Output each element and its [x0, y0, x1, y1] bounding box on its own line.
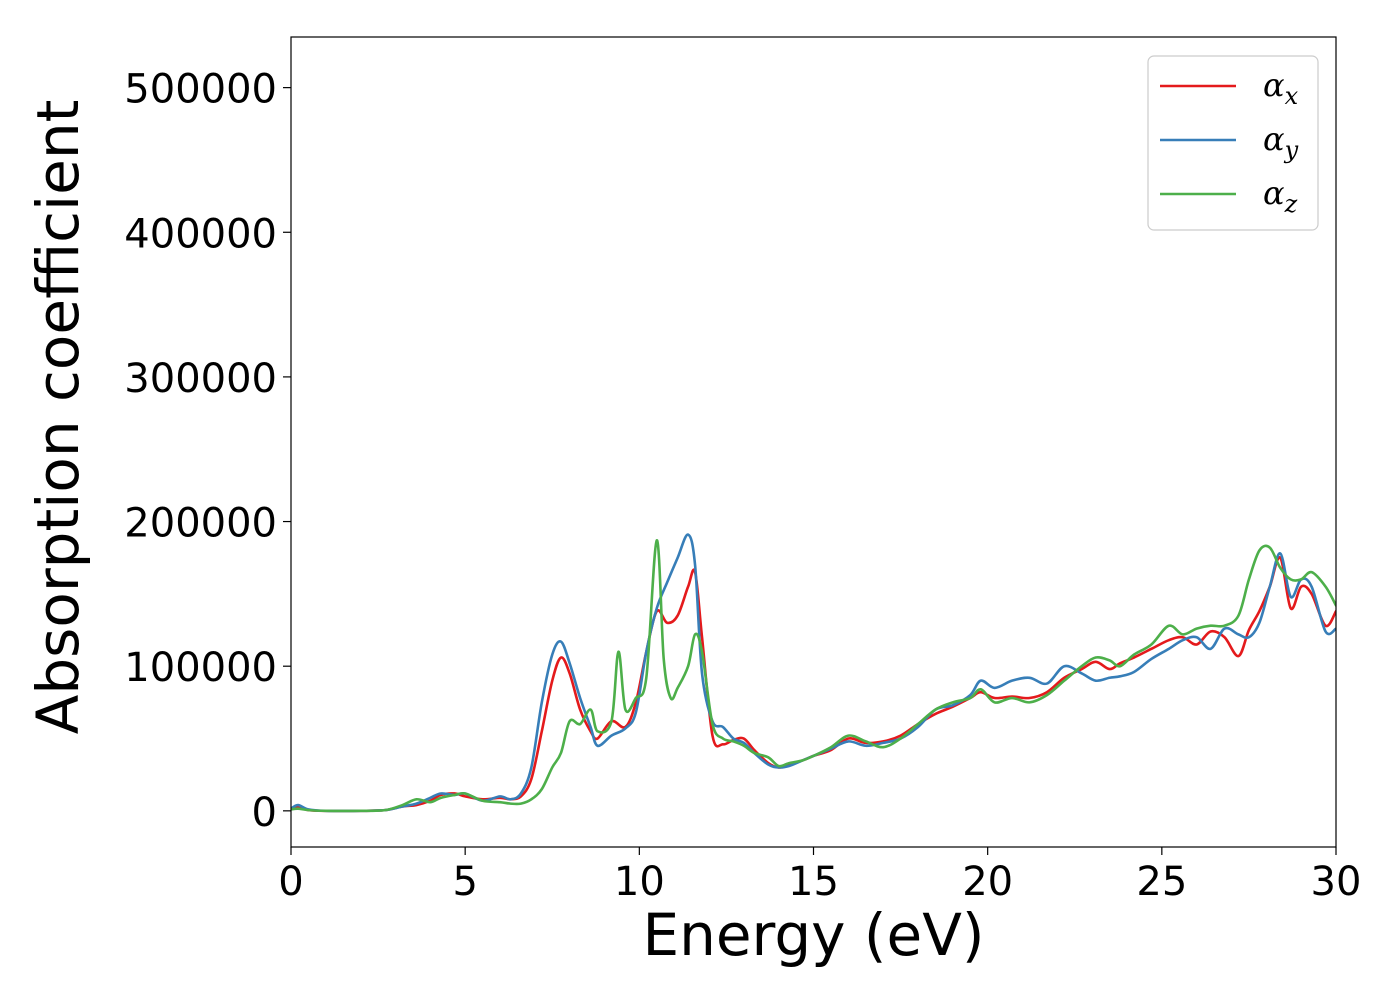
series-layer	[291, 533, 1336, 813]
y-tick-label: 400000	[124, 211, 277, 257]
x-tick-label: 15	[788, 859, 839, 905]
x-tick-label: 20	[962, 859, 1013, 905]
y-axis-title: Absorption coefficient	[24, 100, 92, 735]
x-axis-ticks: 0 5 10 15 20 25 30	[278, 847, 1361, 905]
x-tick-label: 5	[452, 859, 477, 905]
y-tick-label: 300000	[124, 356, 277, 402]
x-axis-title: Energy (eV)	[642, 901, 984, 969]
x-tick-label: 0	[278, 859, 303, 905]
x-tick-label: 30	[1311, 859, 1362, 905]
series-line-alpha-y	[291, 533, 1336, 813]
legend: αx αy αz	[1147, 55, 1319, 231]
legend-box	[1147, 55, 1319, 231]
legend-label: αy	[1263, 120, 1299, 164]
y-tick-label: 100000	[124, 645, 277, 691]
x-tick-label: 10	[614, 859, 665, 905]
y-tick-label: 0	[252, 790, 277, 836]
series-line-alpha-z	[291, 539, 1336, 813]
y-tick-label: 200000	[124, 501, 277, 547]
x-tick-label: 25	[1136, 859, 1187, 905]
legend-label: αx	[1263, 66, 1299, 110]
legend-label: αz	[1263, 174, 1298, 218]
y-axis-ticks: 0 100000 200000 300000 400000 500000	[124, 67, 291, 836]
y-tick-label: 500000	[124, 67, 277, 113]
